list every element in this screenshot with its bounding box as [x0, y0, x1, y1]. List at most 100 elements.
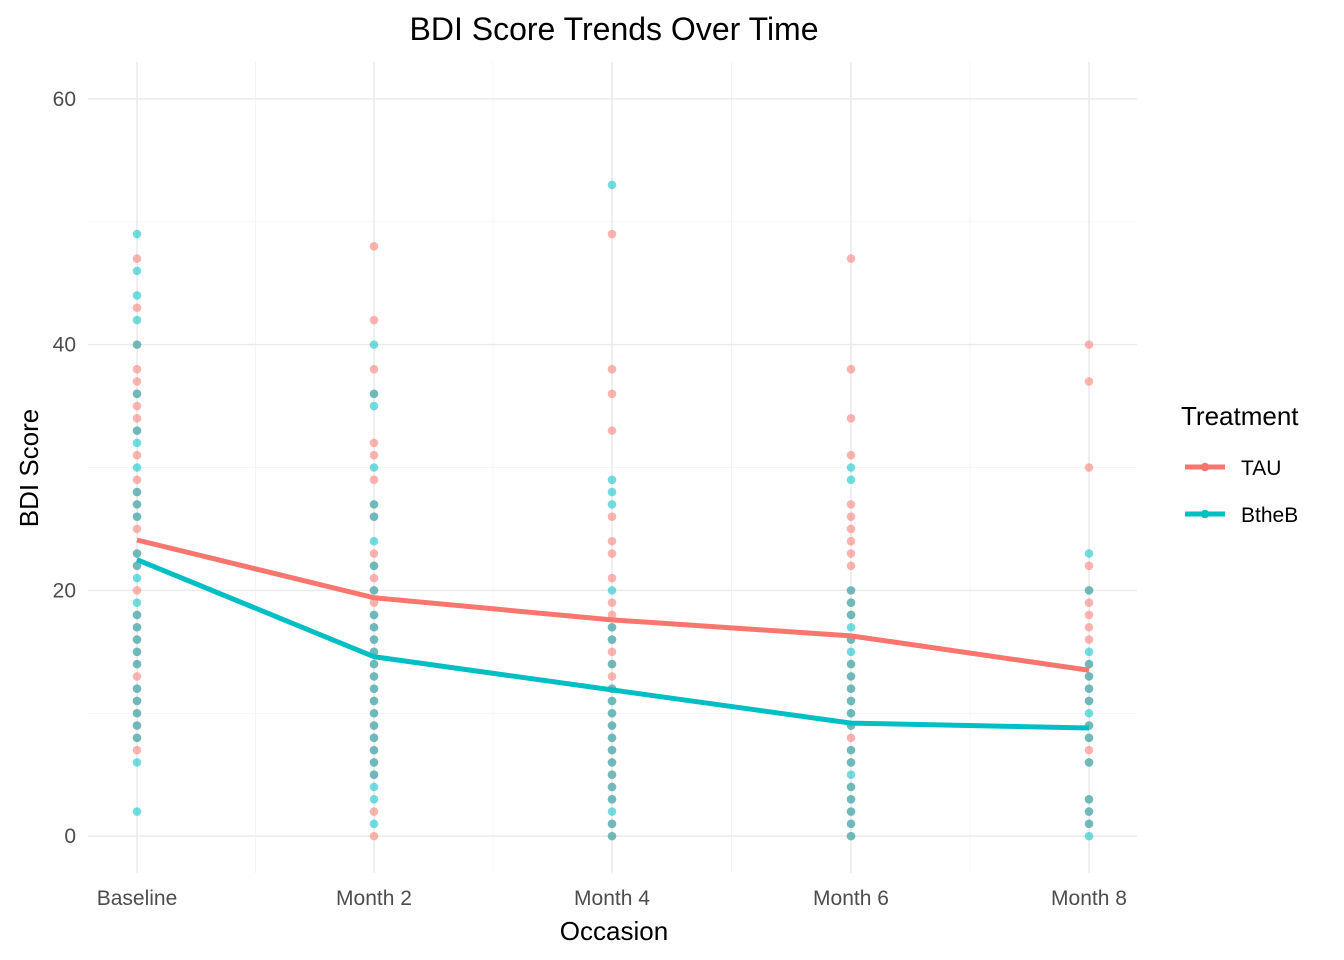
btheb-point	[607, 745, 617, 755]
tau-point	[132, 586, 142, 595]
tau-point	[369, 573, 379, 583]
tau-point	[132, 414, 142, 423]
btheb-point	[369, 500, 379, 509]
btheb-point	[369, 659, 379, 669]
tau-point	[369, 315, 379, 325]
tau-point	[132, 450, 142, 460]
btheb-point	[1084, 696, 1094, 706]
btheb-point	[607, 733, 617, 743]
tau-point	[132, 401, 142, 411]
legend-title: Treatment	[1181, 401, 1299, 431]
x-tick-labels: Baseline Month 2 Month 4 Month 6 Month 8	[97, 887, 1127, 910]
btheb-point	[1084, 831, 1094, 841]
legend-key-tau	[1185, 462, 1225, 472]
btheb-point	[846, 794, 856, 804]
btheb-point	[132, 512, 142, 521]
btheb-point	[846, 745, 856, 755]
btheb-point	[1084, 758, 1094, 767]
btheb-point	[1084, 807, 1094, 816]
legend: Treatment TAU BtheB	[1181, 401, 1299, 527]
btheb-point	[369, 733, 379, 743]
tau-point	[1084, 340, 1094, 349]
tau-point	[369, 831, 379, 841]
btheb-point	[607, 721, 617, 730]
legend-point	[1200, 462, 1210, 472]
btheb-point	[132, 622, 142, 632]
btheb-point	[132, 635, 142, 644]
btheb-point	[369, 512, 379, 521]
legend-point	[1200, 509, 1210, 519]
y-tick-labels: 0 20 40 60	[53, 88, 76, 848]
tau-point	[846, 536, 856, 546]
btheb-point	[132, 389, 142, 399]
btheb-point	[369, 794, 379, 804]
tau-point	[846, 414, 856, 423]
btheb-point	[1084, 708, 1094, 718]
btheb-point	[846, 708, 856, 718]
y-axis-title: BDI Score	[14, 409, 44, 528]
tau-point	[846, 549, 856, 558]
btheb-point	[369, 758, 379, 767]
btheb-point	[369, 745, 379, 755]
btheb-point	[607, 819, 617, 829]
legend-key-btheb	[1185, 509, 1225, 519]
btheb-point	[846, 819, 856, 829]
btheb-point	[846, 647, 856, 657]
btheb-point	[132, 561, 142, 571]
y-tick-label: 0	[64, 825, 76, 848]
btheb-point	[132, 708, 142, 718]
btheb-point	[607, 794, 617, 804]
tau-point	[846, 561, 856, 571]
btheb-point	[607, 807, 617, 816]
btheb-point	[132, 315, 142, 325]
tau-point	[1084, 745, 1094, 755]
tau-point	[369, 807, 379, 816]
tau-point	[369, 242, 379, 251]
btheb-point	[132, 598, 142, 607]
btheb-point	[607, 708, 617, 718]
btheb-point	[607, 500, 617, 509]
btheb-point	[846, 610, 856, 620]
btheb-point	[607, 696, 617, 706]
btheb-point	[132, 266, 142, 276]
tau-point	[1084, 463, 1094, 472]
btheb-point	[607, 487, 617, 497]
btheb-point	[369, 389, 379, 399]
btheb-point	[1084, 684, 1094, 693]
btheb-point	[607, 770, 617, 779]
tau-point	[369, 549, 379, 558]
btheb-point	[369, 782, 379, 792]
tau-point	[607, 229, 617, 239]
btheb-point	[607, 586, 617, 595]
btheb-point	[607, 180, 617, 190]
tau-point	[1084, 377, 1094, 386]
btheb-point	[369, 586, 379, 595]
btheb-point	[1084, 733, 1094, 743]
y-tick-label: 40	[53, 334, 76, 357]
tau-point	[132, 672, 142, 681]
btheb-point	[1084, 586, 1094, 595]
btheb-point	[607, 622, 617, 632]
tau-point	[369, 438, 379, 448]
tau-point	[846, 512, 856, 521]
btheb-point	[846, 684, 856, 693]
btheb-point	[369, 401, 379, 411]
btheb-point	[132, 500, 142, 509]
x-tick-label: Baseline	[97, 887, 178, 910]
btheb-point	[369, 819, 379, 829]
tau-point	[369, 364, 379, 374]
x-tick-label: Month 4	[574, 887, 650, 910]
btheb-point	[846, 758, 856, 767]
btheb-point	[132, 659, 142, 669]
tau-point	[607, 389, 617, 399]
tau-point	[132, 303, 142, 313]
tau-point	[369, 450, 379, 460]
mean-lines	[136, 537, 1090, 731]
btheb-point	[132, 340, 142, 349]
btheb-point	[132, 229, 142, 239]
btheb-point	[1084, 549, 1094, 558]
btheb-point	[607, 659, 617, 669]
tau-point	[846, 254, 856, 263]
legend-label-btheb: BtheB	[1241, 504, 1298, 527]
btheb-point	[132, 426, 142, 435]
